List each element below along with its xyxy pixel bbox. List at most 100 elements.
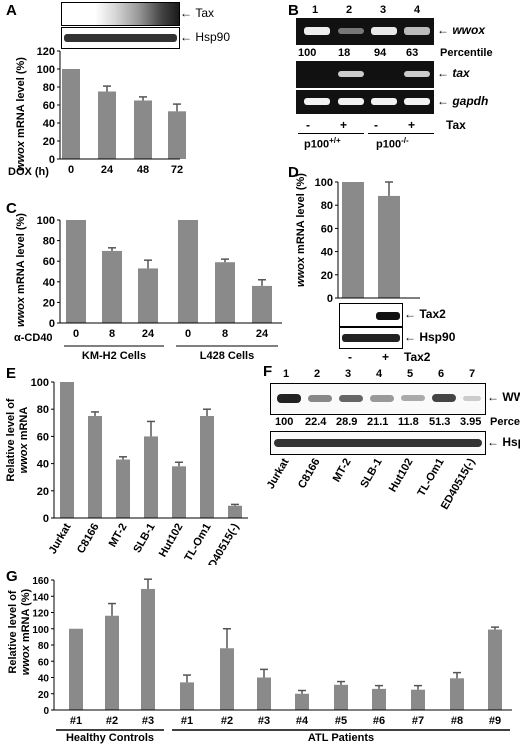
tax-label-b: Tax	[446, 118, 466, 132]
x-tick-label: 24	[142, 328, 155, 340]
lane-number: 3	[345, 368, 352, 380]
lane-number: 6	[438, 368, 445, 380]
blot-label-hsp90-d: ← Hsp90	[404, 330, 456, 344]
x-tick-label: 8	[109, 328, 115, 340]
chart-panel-g: Relative level of wwox mRNA (%) 0 20 40 60 8…	[7, 576, 512, 744]
y-tick-label: 0	[49, 318, 55, 330]
tax2-sign-plus: +	[382, 350, 390, 364]
blot-label-hsp90-f: ← Hsp90	[487, 435, 520, 449]
y-tick-label: 120	[32, 609, 49, 620]
percentile-value: 22.4	[305, 416, 327, 428]
bar	[116, 459, 130, 518]
x-tick-label: 0	[68, 164, 74, 176]
bar	[295, 693, 309, 710]
x-tick-label: 72	[171, 164, 183, 176]
blot-label-wwox-f: ← WWOX	[487, 390, 520, 404]
x-tick-label: 24	[101, 164, 114, 176]
cell-line-label: C8166	[296, 457, 323, 491]
cell-line-label: SLB-1	[358, 457, 384, 491]
gel-label-tax: ← tax	[437, 66, 470, 80]
x-tick-label: C8166	[75, 522, 102, 556]
cell-line-label: TL-Om1	[415, 457, 446, 499]
lane-number: 3	[380, 4, 387, 16]
bar	[252, 285, 272, 323]
bar	[134, 100, 152, 159]
ylabel-d: wwox mRNA level (%)	[295, 173, 307, 287]
bar	[378, 195, 400, 298]
x-tick-label: #6	[373, 715, 385, 727]
bar	[66, 220, 86, 323]
blot-hsp90-f	[270, 431, 486, 455]
blot-tax2-d	[339, 303, 403, 327]
group-label-p100-ko: p100-/-	[376, 136, 409, 151]
bar	[228, 505, 242, 518]
y-tick-label: 100	[37, 215, 55, 227]
group-label-kmh2: KM-H2 Cells	[82, 350, 146, 360]
bar	[342, 182, 364, 298]
y-tick-label: 0	[49, 154, 55, 166]
y-tick-label: 100	[315, 177, 333, 189]
x-tick-label: 8	[222, 328, 228, 340]
lane-number: 4	[376, 368, 383, 380]
ylabel-e-line1: Relative level of	[5, 398, 17, 481]
percentile-value: 100	[298, 47, 317, 59]
y-tick-label: 40	[38, 674, 50, 685]
y-tick-label: 80	[321, 200, 333, 212]
x-tick-label: 24	[256, 328, 269, 340]
tax-sign: +	[408, 118, 416, 132]
cell-line-labels-f: Jurkat C8166 MT-2 SLB-1 Hut102 TL-Om1ED40515(…	[265, 456, 478, 512]
cell-line-label: Hut102	[387, 457, 416, 495]
percentile-value: 51.3	[429, 416, 451, 428]
gel-label-wwox: ← wwox	[437, 23, 486, 37]
x-tick-label: #3	[142, 715, 154, 727]
bar	[172, 466, 186, 518]
y-tick-label: 20	[321, 270, 333, 282]
percentile-label: Percentile	[490, 416, 520, 428]
x-tick-label: #7	[412, 715, 424, 727]
bar	[69, 628, 83, 710]
blot-tax-a	[61, 2, 180, 26]
percentile-value: 21.1	[367, 416, 389, 428]
percentile-label: Percentile	[440, 47, 493, 59]
y-tick-label: 20	[37, 486, 49, 498]
percentile-value: 63	[406, 47, 419, 59]
bar	[450, 678, 464, 710]
gel-wwox	[296, 18, 434, 45]
group-label-healthy: Healthy Controls	[66, 732, 154, 744]
x-tick-label: #8	[451, 715, 463, 727]
x-tick-label: #2	[106, 715, 118, 727]
bar	[488, 629, 502, 710]
x-tick-label: #1	[181, 715, 193, 727]
x-tick-label: #4	[296, 715, 309, 727]
y-tick-label: 100	[31, 377, 49, 389]
x-tick-label: Jurkat	[47, 521, 74, 556]
y-tick-label: 80	[37, 404, 49, 416]
panel-label-e: E	[6, 365, 17, 382]
panel-label-a: A	[6, 2, 17, 19]
bar	[215, 262, 235, 323]
panel-label-d: D	[288, 164, 299, 181]
ylabel-g-line2: wwox mRNA (%)	[20, 588, 32, 675]
x-tick-label: 0	[185, 328, 191, 340]
x-tick-label: #5	[335, 715, 347, 727]
y-tick-label: 0	[43, 513, 49, 525]
bar	[144, 436, 158, 518]
bar	[138, 268, 158, 323]
y-tick-label: 120	[37, 46, 55, 58]
percentile-value: 94	[374, 47, 387, 59]
x-tick-label: #3	[258, 715, 270, 727]
panel-label-c: C	[6, 200, 17, 217]
x-tick-label: TL-Om1	[182, 522, 213, 564]
gel-tax	[296, 61, 434, 88]
bar	[180, 682, 194, 710]
y-tick-label: 100	[32, 625, 49, 636]
x-tick-label: 48	[137, 164, 149, 176]
group-line	[298, 133, 364, 134]
y-tick-label: 60	[43, 256, 55, 268]
gel-label-gapdh: ← gapdh	[437, 94, 489, 108]
group-label-p100-wt: p100+/+	[304, 136, 341, 151]
ylabel-e-line2: wwox mRNA	[18, 407, 30, 474]
bar	[178, 220, 198, 323]
x-tick-label: MT-2	[107, 522, 130, 550]
lane-number: 2	[314, 368, 321, 380]
